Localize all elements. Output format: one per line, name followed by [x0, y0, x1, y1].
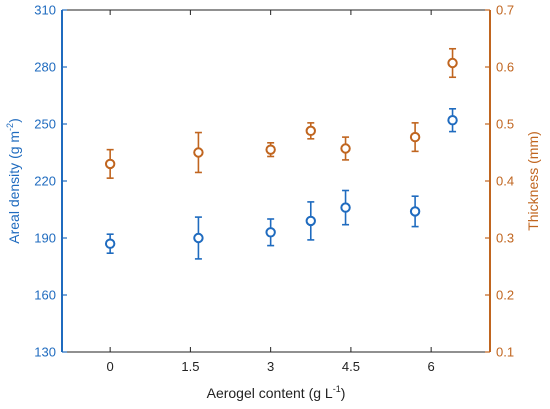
- data-point: [340, 143, 351, 154]
- data-point: [340, 202, 351, 213]
- right-tick-label: 0.5: [496, 117, 514, 132]
- x-tick-label: 3: [267, 359, 274, 374]
- x-tick-label: 4.5: [342, 359, 360, 374]
- right-tick-label: 0.3: [496, 231, 514, 246]
- left-tick-label: 280: [34, 60, 56, 75]
- data-point: [193, 147, 204, 158]
- right-tick-label: 0.6: [496, 60, 514, 75]
- right-tick-label: 0.4: [496, 174, 514, 189]
- x-axis-label: Aerogel content (g L-1): [207, 384, 346, 401]
- right-axis-label: Thickness (mm): [525, 131, 541, 231]
- left-tick-label: 310: [34, 3, 56, 18]
- left-axis-ticks: 130 160 190 220 250 280 310: [34, 3, 67, 360]
- data-marks: [104, 47, 458, 260]
- data-point: [447, 115, 458, 126]
- x-tick-label: 6: [428, 359, 435, 374]
- right-series: [104, 47, 458, 179]
- right-tick-label: 0.2: [496, 288, 514, 303]
- data-point: [104, 158, 116, 170]
- left-axis-label: Areal density (g m-2): [5, 118, 22, 244]
- right-tick-label: 0.7: [496, 3, 514, 18]
- plot-frame: [61, 9, 491, 353]
- data-point: [305, 125, 316, 137]
- left-tick-label: 190: [34, 231, 56, 246]
- right-axis-ticks: 0.1 0.2 0.3 0.4 0.5 0.6 0.7: [485, 3, 514, 360]
- data-point: [193, 232, 204, 244]
- x-tick-label: 0: [107, 359, 114, 374]
- right-tick-label: 0.1: [496, 345, 514, 360]
- data-point: [265, 227, 276, 238]
- x-tick-label: 1.5: [181, 359, 199, 374]
- data-point: [265, 144, 276, 155]
- data-point: [409, 131, 421, 143]
- data-point: [409, 206, 421, 217]
- data-point: [447, 57, 458, 69]
- left-tick-label: 220: [34, 174, 56, 189]
- left-series: [104, 108, 458, 260]
- left-tick-label: 160: [34, 288, 56, 303]
- left-tick-label: 130: [34, 345, 56, 360]
- data-point: [305, 215, 316, 227]
- x-axis-ticks: 0 1.5 3 4.5 6: [107, 10, 435, 374]
- left-tick-label: 250: [34, 117, 56, 132]
- data-point: [104, 238, 116, 249]
